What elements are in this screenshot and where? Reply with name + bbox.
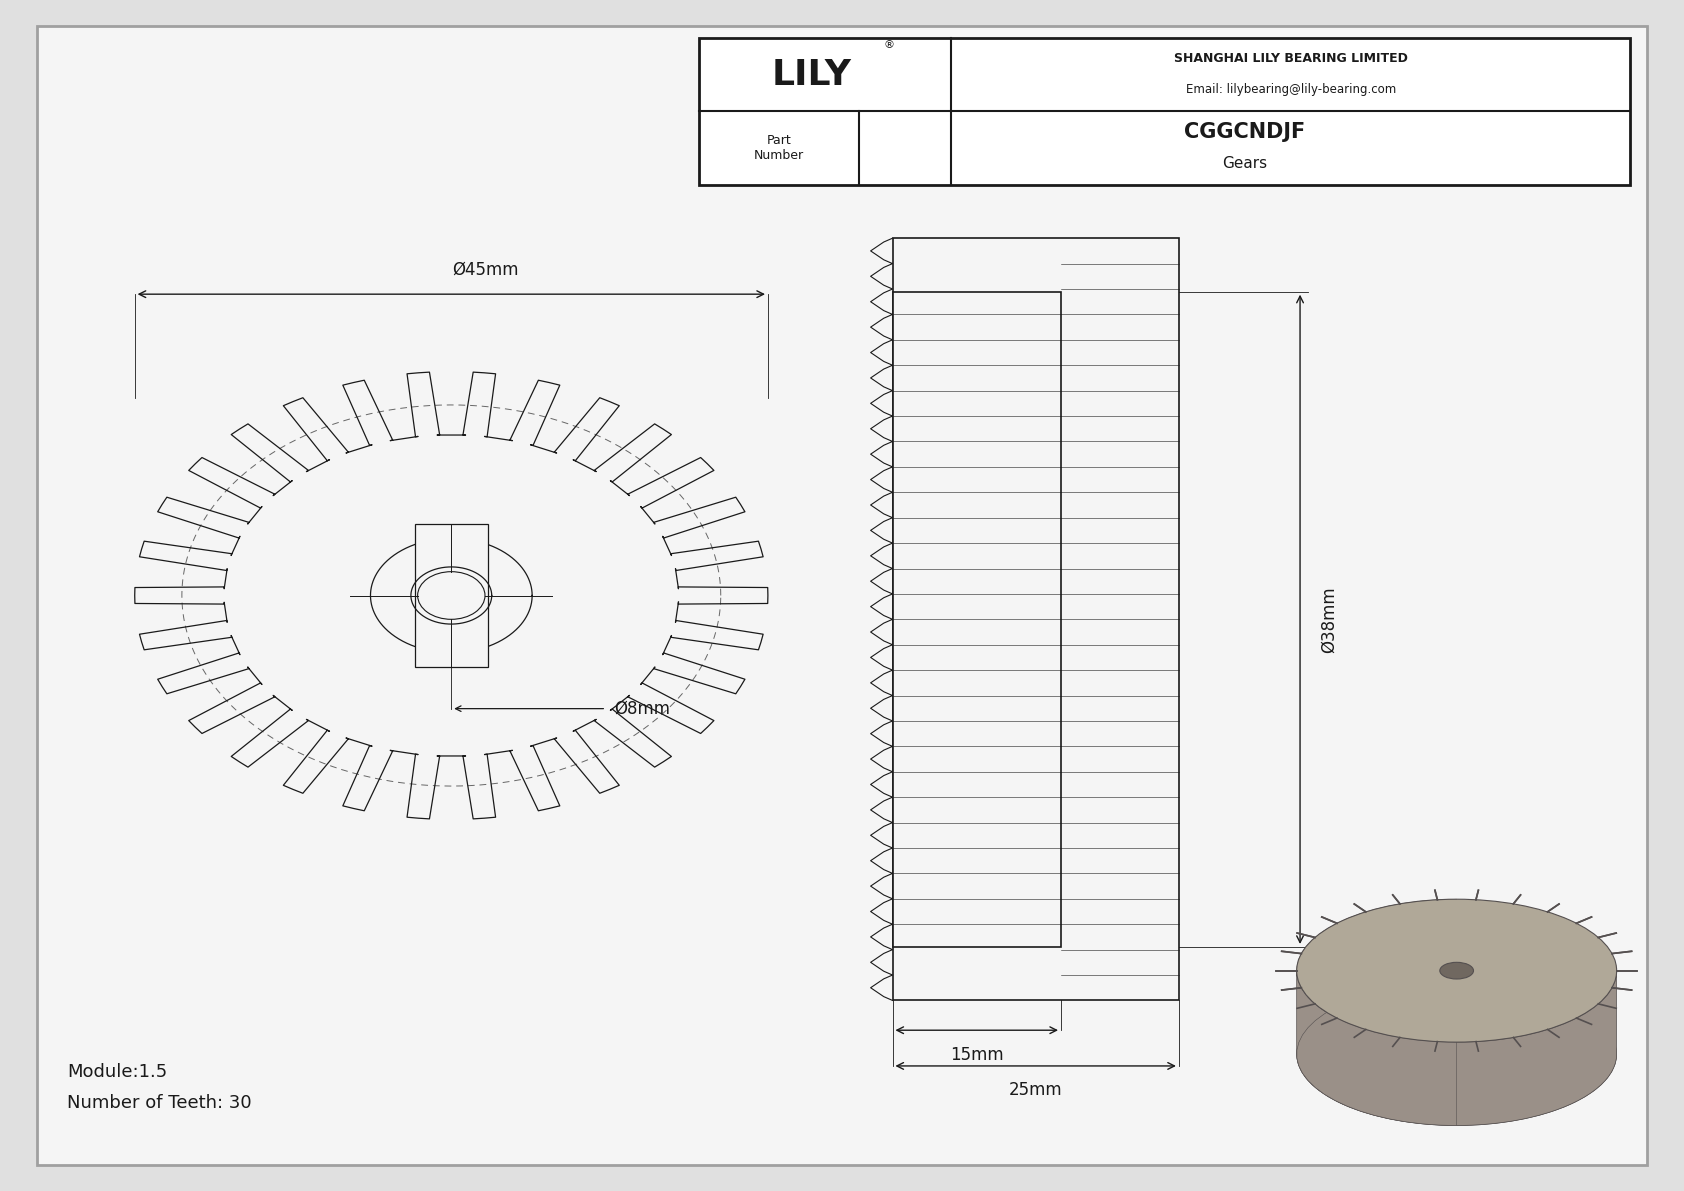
Text: 25mm: 25mm (1009, 1081, 1063, 1099)
Bar (893, 292, 1061, 947)
Text: Part
Number: Part Number (754, 133, 803, 162)
Text: Ø38mm: Ø38mm (1320, 586, 1339, 653)
Text: Ø8mm: Ø8mm (615, 699, 670, 718)
Ellipse shape (1297, 899, 1617, 1042)
Ellipse shape (1440, 962, 1474, 979)
Text: Ø45mm: Ø45mm (451, 261, 519, 279)
Text: Module:1.5: Module:1.5 (67, 1062, 168, 1081)
Text: Gears: Gears (1223, 156, 1266, 172)
Polygon shape (1297, 899, 1457, 1125)
Text: Email: lilybearing@lily-bearing.com: Email: lilybearing@lily-bearing.com (1186, 82, 1396, 95)
Bar (699, 38, 1630, 185)
Bar (893, 238, 1179, 1000)
Text: 15mm: 15mm (950, 1046, 1004, 1064)
Text: LILY: LILY (771, 57, 852, 92)
Ellipse shape (1297, 983, 1617, 1125)
Bar (414, 524, 488, 667)
Text: SHANGHAI LILY BEARING LIMITED: SHANGHAI LILY BEARING LIMITED (1174, 51, 1408, 64)
Text: ®: ® (884, 40, 894, 50)
Text: CGGCNDJF: CGGCNDJF (1184, 123, 1305, 143)
Polygon shape (1297, 971, 1617, 1125)
Text: Number of Teeth: 30: Number of Teeth: 30 (67, 1093, 253, 1112)
